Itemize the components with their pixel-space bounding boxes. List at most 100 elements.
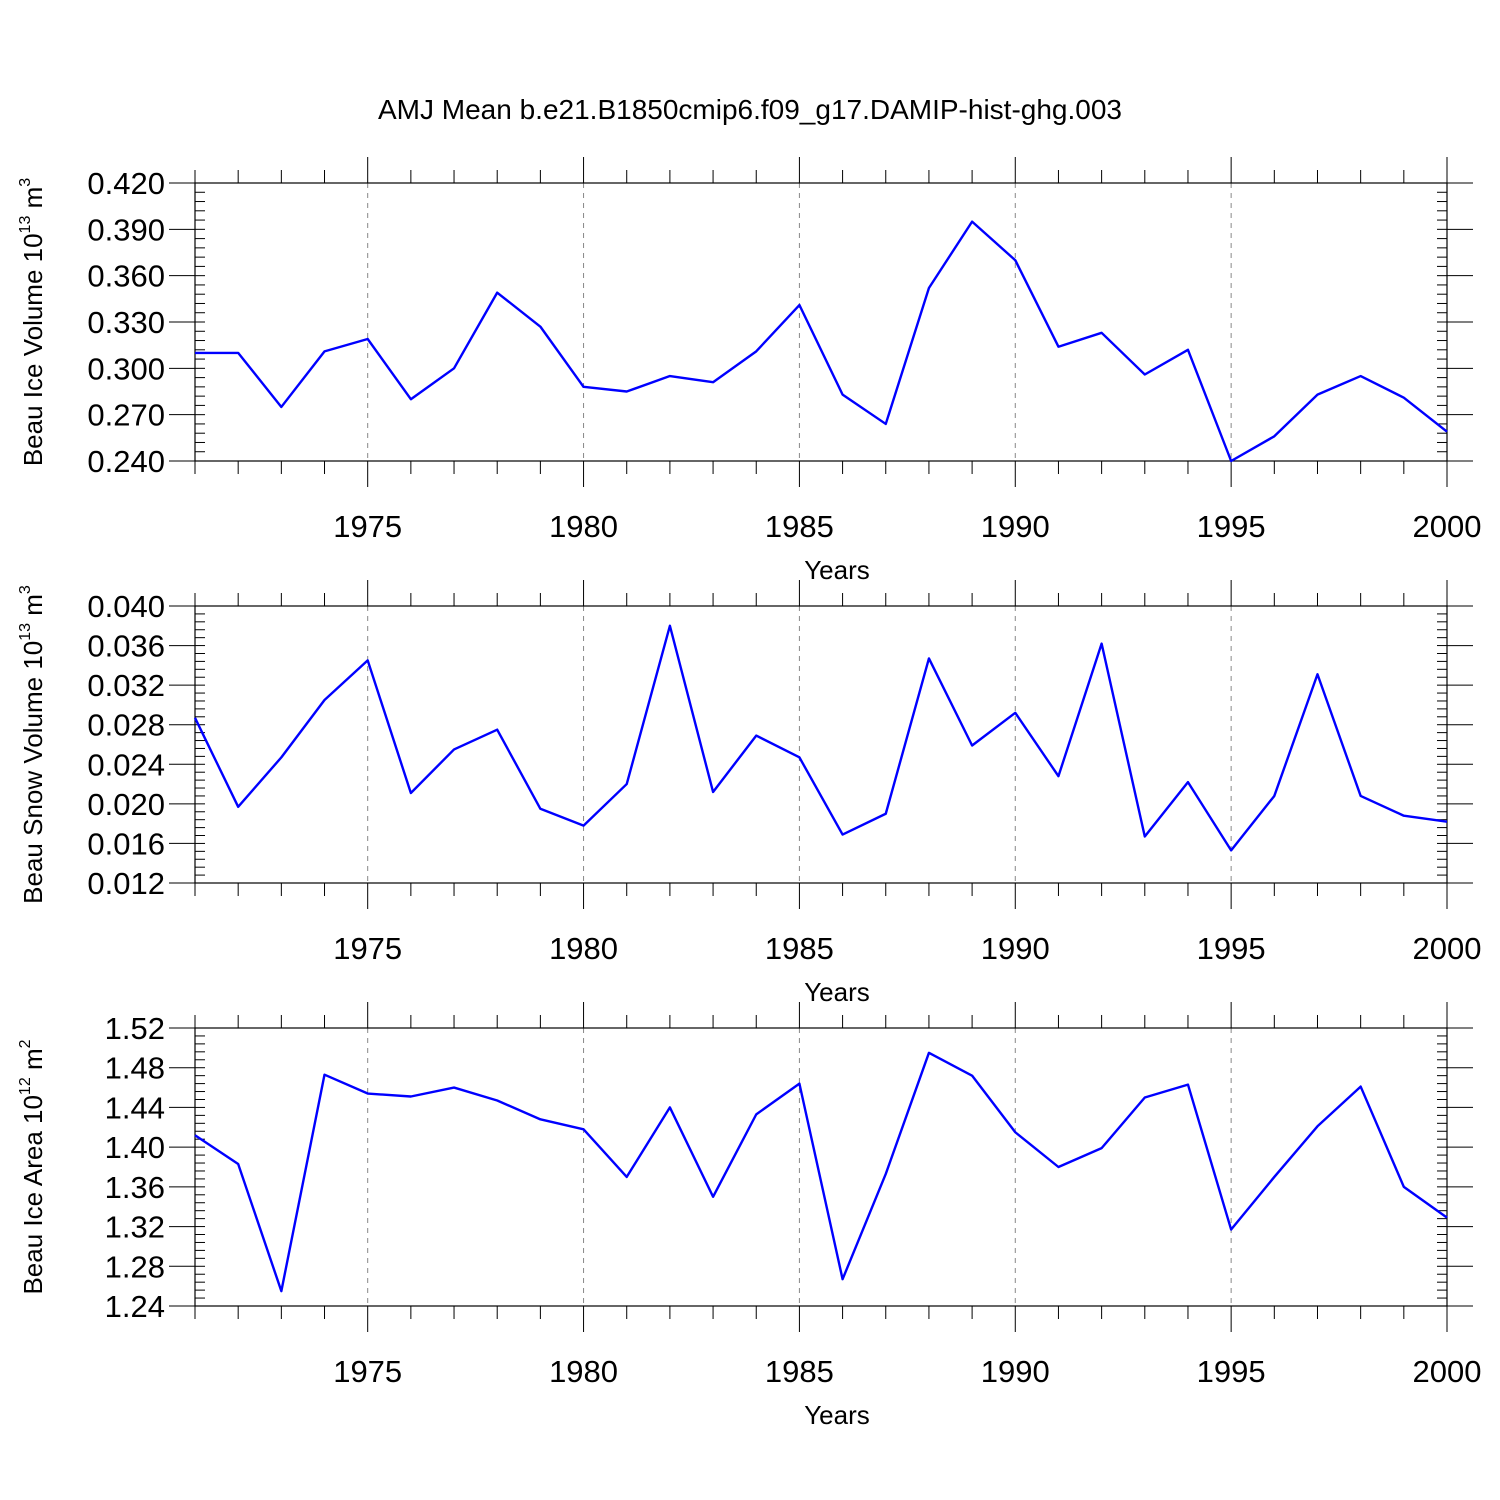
beau-snow-volume-point-1975 bbox=[365, 657, 371, 663]
beau-ice-area-xtick-label: 1985 bbox=[765, 1354, 834, 1389]
beau-snow-volume-point-1985 bbox=[796, 754, 802, 760]
beau-ice-area-point-1975 bbox=[365, 1091, 371, 1097]
beau-ice-volume-ylabel-sup2: 3 bbox=[17, 178, 34, 187]
beau-ice-volume-ytick-label: 0.300 bbox=[87, 351, 165, 386]
beau-ice-area-point-1974 bbox=[322, 1072, 328, 1078]
beau-ice-area-ylabel: Beau Ice Area 1012 m2 bbox=[17, 1039, 48, 1294]
beau-ice-volume-ytick-label: 0.360 bbox=[87, 259, 165, 294]
beau-ice-volume-point-2000 bbox=[1444, 429, 1450, 435]
beau-ice-volume-ytick-label: 0.270 bbox=[87, 398, 165, 433]
beau-ice-volume-xtick-label: 1990 bbox=[981, 509, 1050, 544]
beau-snow-volume-point-1979 bbox=[537, 806, 543, 812]
beau-ice-volume-point-1978 bbox=[494, 290, 500, 296]
beau-snow-volume-point-1994 bbox=[1185, 779, 1191, 785]
beau-ice-volume-ytick-label: 0.330 bbox=[87, 305, 165, 340]
beau-snow-volume-xtick-label: 2000 bbox=[1413, 931, 1482, 966]
beau-ice-volume-panel: 0.240 0.270 0.300 0.330 0.360 0.390 0.420 1975 1… bbox=[17, 157, 1481, 585]
beau-snow-volume-point-1974 bbox=[322, 697, 328, 703]
beau-ice-area-xtick-label: 1990 bbox=[981, 1354, 1050, 1389]
beau-ice-area-point-1995 bbox=[1228, 1227, 1234, 1233]
beau-ice-area-point-1971 bbox=[192, 1132, 198, 1138]
beau-ice-area-point-1994 bbox=[1185, 1082, 1191, 1088]
beau-ice-area-point-1984 bbox=[753, 1111, 759, 1117]
beau-ice-area-point-1992 bbox=[1099, 1145, 1105, 1151]
beau-ice-volume-point-1972 bbox=[235, 350, 241, 356]
beau-snow-volume-xtick-label: 1990 bbox=[981, 931, 1050, 966]
beau-snow-volume-point-1999 bbox=[1401, 813, 1407, 819]
beau-ice-volume-point-1977 bbox=[451, 365, 457, 371]
beau-ice-area-ytick-label: 1.44 bbox=[105, 1090, 165, 1125]
beau-snow-volume-point-1988 bbox=[926, 655, 932, 661]
beau-ice-area-point-1989 bbox=[969, 1073, 975, 1079]
beau-ice-volume-ylabel-sup1: 13 bbox=[17, 216, 34, 234]
beau-ice-volume-point-1983 bbox=[710, 379, 716, 385]
beau-snow-volume-ylabel-main: Beau Snow Volume 10 bbox=[18, 641, 48, 904]
beau-ice-volume-point-1991 bbox=[1055, 344, 1061, 350]
beau-ice-area-point-1979 bbox=[537, 1116, 543, 1122]
beau-snow-volume-ytick-label: 0.024 bbox=[87, 747, 165, 782]
beau-ice-area-point-1999 bbox=[1401, 1184, 1407, 1190]
beau-ice-volume-ylabel-main: Beau Ice Volume 10 bbox=[18, 233, 48, 466]
beau-snow-volume-point-1993 bbox=[1142, 834, 1148, 840]
beau-snow-volume-ytick-label: 0.036 bbox=[87, 629, 165, 664]
beau-ice-volume-point-1975 bbox=[365, 336, 371, 342]
beau-ice-volume-point-1973 bbox=[278, 404, 284, 410]
beau-snow-volume-point-1990 bbox=[1012, 710, 1018, 716]
beau-ice-area-series-line bbox=[194, 1051, 1448, 1293]
beau-ice-area-point-1991 bbox=[1055, 1164, 1061, 1170]
beau-ice-area-ylabel-sup2: 2 bbox=[17, 1039, 34, 1048]
beau-snow-volume-point-1972 bbox=[235, 804, 241, 810]
beau-ice-volume-point-1986 bbox=[840, 392, 846, 398]
beau-snow-volume-point-1976 bbox=[408, 790, 414, 796]
beau-ice-area-point-1977 bbox=[451, 1085, 457, 1091]
beau-ice-area-ylabel-unit: m bbox=[18, 1048, 48, 1077]
beau-snow-volume-point-1982 bbox=[667, 623, 673, 629]
beau-ice-volume-ylabel-unit: m bbox=[18, 187, 48, 216]
beau-ice-area-point-1972 bbox=[235, 1161, 241, 1167]
beau-snow-volume-ytick-label: 0.040 bbox=[87, 589, 165, 624]
beau-ice-volume-point-1976 bbox=[408, 396, 414, 402]
beau-snow-volume-point-1989 bbox=[969, 742, 975, 748]
beau-ice-volume-xlabel: Years bbox=[804, 555, 870, 585]
beau-ice-area-point-1976 bbox=[408, 1094, 414, 1100]
beau-ice-volume-point-1997 bbox=[1314, 392, 1320, 398]
beau-snow-volume-point-1978 bbox=[494, 727, 500, 733]
beau-ice-volume-point-1998 bbox=[1358, 373, 1364, 379]
chart-title: AMJ Mean b.e21.B1850cmip6.f09_g17.DAMIP-… bbox=[378, 94, 1122, 125]
beau-snow-volume-point-1983 bbox=[710, 789, 716, 795]
beau-snow-volume-point-1981 bbox=[624, 781, 630, 787]
beau-ice-area-point-1998 bbox=[1358, 1084, 1364, 1090]
beau-ice-volume-point-1981 bbox=[624, 389, 630, 395]
beau-snow-volume-point-1987 bbox=[883, 811, 889, 817]
beau-snow-volume-point-1992 bbox=[1099, 641, 1105, 647]
beau-snow-volume-point-1991 bbox=[1055, 773, 1061, 779]
beau-ice-volume-point-1990 bbox=[1012, 257, 1018, 263]
beau-ice-area-point-1978 bbox=[494, 1097, 500, 1103]
beau-snow-volume-ytick-label: 0.028 bbox=[87, 708, 165, 743]
beau-ice-volume-point-1974 bbox=[322, 348, 328, 354]
beau-snow-volume-point-1996 bbox=[1271, 793, 1277, 799]
beau-ice-area-panel: 1.24 1.28 1.32 1.36 1.40 1.44 1.48 1.52 1975 1980… bbox=[17, 1002, 1481, 1430]
beau-ice-volume-point-1992 bbox=[1099, 330, 1105, 336]
beau-ice-area-point-1983 bbox=[710, 1194, 716, 1200]
beau-ice-volume-ytick-label: 0.240 bbox=[87, 444, 165, 479]
beau-ice-volume-xtick-label: 1995 bbox=[1197, 509, 1266, 544]
beau-ice-area-ytick-label: 1.52 bbox=[105, 1011, 165, 1046]
beau-snow-volume-ylabel-unit: m bbox=[18, 594, 48, 623]
beau-ice-volume-ytick-label: 0.390 bbox=[87, 212, 165, 247]
beau-ice-area-point-1981 bbox=[624, 1174, 630, 1180]
beau-ice-area-xtick-label: 1975 bbox=[333, 1354, 402, 1389]
beau-ice-volume-point-1984 bbox=[753, 348, 759, 354]
beau-ice-area-xtick-label: 2000 bbox=[1413, 1354, 1482, 1389]
beau-ice-area-ytick-label: 1.24 bbox=[105, 1289, 165, 1324]
beau-ice-volume-series-line bbox=[195, 220, 1448, 463]
beau-snow-volume-xtick-label: 1995 bbox=[1197, 931, 1266, 966]
beau-ice-volume-point-1980 bbox=[581, 384, 587, 390]
beau-ice-area-point-2000 bbox=[1444, 1215, 1450, 1221]
beau-snow-volume-ytick-label: 0.012 bbox=[87, 866, 165, 901]
beau-ice-area-point-1985 bbox=[796, 1081, 802, 1087]
beau-snow-volume-xlabel: Years bbox=[804, 977, 870, 1007]
beau-ice-area-point-1996 bbox=[1271, 1174, 1277, 1180]
beau-ice-area-point-1986 bbox=[840, 1276, 846, 1282]
